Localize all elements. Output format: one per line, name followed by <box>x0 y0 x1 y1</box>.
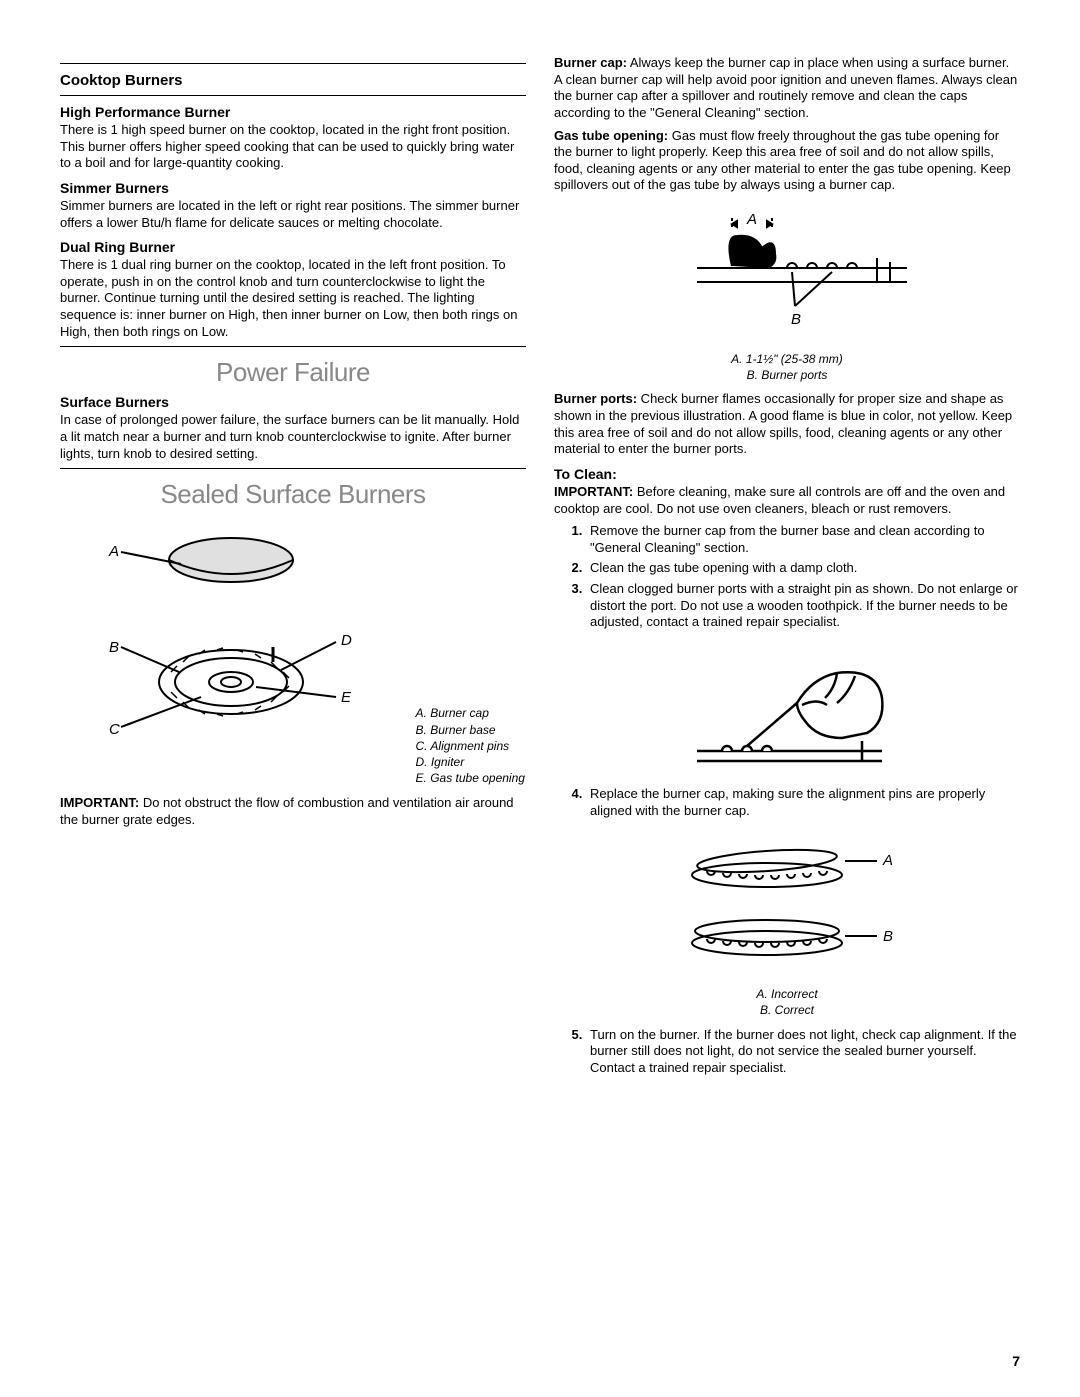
burner-diagram-icon: A B C D E <box>61 522 361 782</box>
subheading: Dual Ring Burner <box>60 239 526 255</box>
figure-pin-clean <box>554 643 1020 778</box>
page-content: Cooktop Burners High Performance Burner … <box>0 0 1080 1110</box>
important-label: IMPORTANT: <box>554 484 633 499</box>
left-column: Cooktop Burners High Performance Burner … <box>60 55 526 1080</box>
divider <box>60 346 526 347</box>
label-c: C <box>109 721 120 738</box>
label-e: E <box>341 689 352 706</box>
subheading: Simmer Burners <box>60 180 526 196</box>
divider <box>60 95 526 96</box>
label-a: A <box>882 852 893 869</box>
body-text: There is 1 high speed burner on the cook… <box>60 122 526 172</box>
section-heading: Cooktop Burners <box>60 72 526 89</box>
divider <box>60 468 526 469</box>
label-a: A <box>746 211 757 228</box>
list-item: Turn on the burner. If the burner does n… <box>586 1027 1020 1077</box>
body-text: Burner cap: Always keep the burner cap i… <box>554 55 1020 122</box>
run-label: Gas tube opening: <box>554 128 668 143</box>
label-a: A <box>108 543 119 560</box>
body-text: IMPORTANT: Do not obstruct the flow of c… <box>60 795 526 828</box>
figure-flame: A B A. 1-1½" (25-38 mm) B. Burner ports <box>554 206 1020 383</box>
subheading: Surface Burners <box>60 394 526 410</box>
run-label: Burner cap: <box>554 55 627 70</box>
important-label: IMPORTANT: <box>60 795 139 810</box>
list-item: Clean the gas tube opening with a damp c… <box>586 560 1020 577</box>
steps-list: Replace the burner cap, making sure the … <box>554 786 1020 819</box>
list-item: Remove the burner cap from the burner ba… <box>586 523 1020 556</box>
flame-diagram-icon: A B <box>637 206 937 346</box>
body-text: Burner ports: Check burner flames occasi… <box>554 391 1020 458</box>
section-title: Sealed Surface Burners <box>60 479 526 510</box>
cap-alignment-icon: A B <box>637 831 937 981</box>
steps-list: Turn on the burner. If the burner does n… <box>554 1027 1020 1077</box>
figure-caption: A. 1-1½" (25-38 mm) B. Burner ports <box>554 351 1020 383</box>
body-text: Gas tube opening: Gas must flow freely t… <box>554 128 1020 195</box>
figure-caption: A. Incorrect B. Correct <box>554 986 1020 1018</box>
section-title: Power Failure <box>60 357 526 388</box>
figure-burner-parts: A B C D E A. Burner cap B. Burner base C… <box>60 522 526 787</box>
label-b: B <box>883 928 893 945</box>
figure-caption: A. Burner cap B. Burner base C. Alignmen… <box>416 705 525 786</box>
run-label: Burner ports: <box>554 391 637 406</box>
label-b: B <box>109 639 119 656</box>
body-text: In case of prolonged power failure, the … <box>60 412 526 462</box>
figure-cap-alignment: A B A. Incorrect B. Correct <box>554 831 1020 1018</box>
hand-pin-icon <box>677 643 897 773</box>
label-b: B <box>791 311 801 328</box>
body-text: IMPORTANT: Before cleaning, make sure al… <box>554 484 1020 517</box>
subheading: High Performance Burner <box>60 104 526 120</box>
divider <box>60 63 526 64</box>
body-text: Simmer burners are located in the left o… <box>60 198 526 231</box>
page-number: 7 <box>1012 1353 1020 1369</box>
subheading: To Clean: <box>554 466 1020 482</box>
body-text: There is 1 dual ring burner on the cookt… <box>60 257 526 340</box>
list-item: Clean clogged burner ports with a straig… <box>586 581 1020 631</box>
list-item: Replace the burner cap, making sure the … <box>586 786 1020 819</box>
right-column: Burner cap: Always keep the burner cap i… <box>554 55 1020 1080</box>
steps-list: Remove the burner cap from the burner ba… <box>554 523 1020 631</box>
label-d: D <box>341 632 352 649</box>
